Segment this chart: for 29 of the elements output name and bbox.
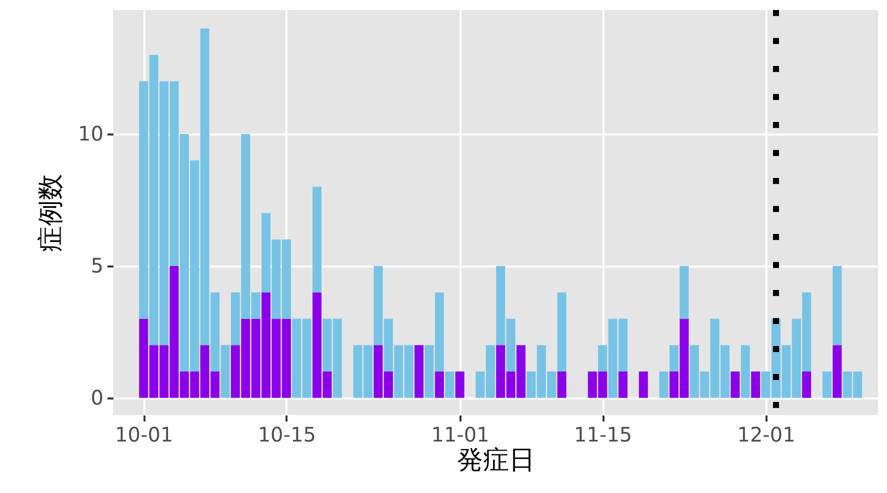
bar bbox=[832, 266, 842, 346]
bar bbox=[557, 292, 566, 372]
bar bbox=[455, 371, 464, 398]
x-axis-title: 発症日 bbox=[457, 446, 535, 476]
x-tick-label: 12-01 bbox=[737, 422, 796, 446]
bar bbox=[557, 371, 566, 398]
x-tick-label: 10-15 bbox=[258, 422, 316, 446]
y-tick-label: 5 bbox=[90, 253, 104, 278]
x-tick-label: 11-01 bbox=[431, 422, 490, 446]
bar bbox=[414, 345, 424, 398]
bar bbox=[822, 371, 832, 398]
x-tick-label: 11-15 bbox=[574, 422, 632, 446]
bar bbox=[751, 371, 760, 398]
bar bbox=[680, 266, 689, 319]
bar bbox=[730, 371, 740, 398]
y-axis-title: 症例数 bbox=[36, 174, 66, 252]
x-tick-label: 10-01 bbox=[115, 422, 174, 446]
bar bbox=[638, 371, 648, 398]
bar bbox=[802, 371, 812, 398]
bar bbox=[832, 345, 842, 398]
bar bbox=[434, 371, 444, 398]
bar bbox=[312, 186, 322, 292]
bar bbox=[670, 345, 678, 372]
y-tick-label: 0 bbox=[90, 385, 104, 410]
bar bbox=[618, 371, 628, 398]
bar bbox=[740, 345, 750, 398]
bar bbox=[659, 371, 668, 398]
bar bbox=[445, 371, 454, 398]
y-tick-label: 10 bbox=[78, 122, 104, 146]
